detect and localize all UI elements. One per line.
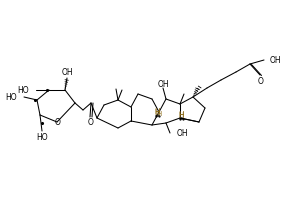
Text: HO: HO [36, 134, 48, 142]
Text: OH: OH [157, 80, 169, 88]
Text: OH: OH [61, 68, 73, 76]
Text: HO: HO [5, 93, 17, 101]
Text: H: H [154, 108, 160, 116]
Text: O: O [258, 76, 264, 85]
Text: O: O [55, 117, 61, 126]
Text: O: O [88, 117, 94, 126]
Text: H: H [178, 111, 184, 120]
Text: OH: OH [177, 128, 189, 138]
Text: H: H [154, 109, 160, 115]
Text: HO: HO [17, 85, 29, 95]
Text: Ḣ: Ḣ [156, 111, 162, 117]
Text: H: H [178, 112, 184, 118]
Text: OH: OH [270, 56, 282, 64]
